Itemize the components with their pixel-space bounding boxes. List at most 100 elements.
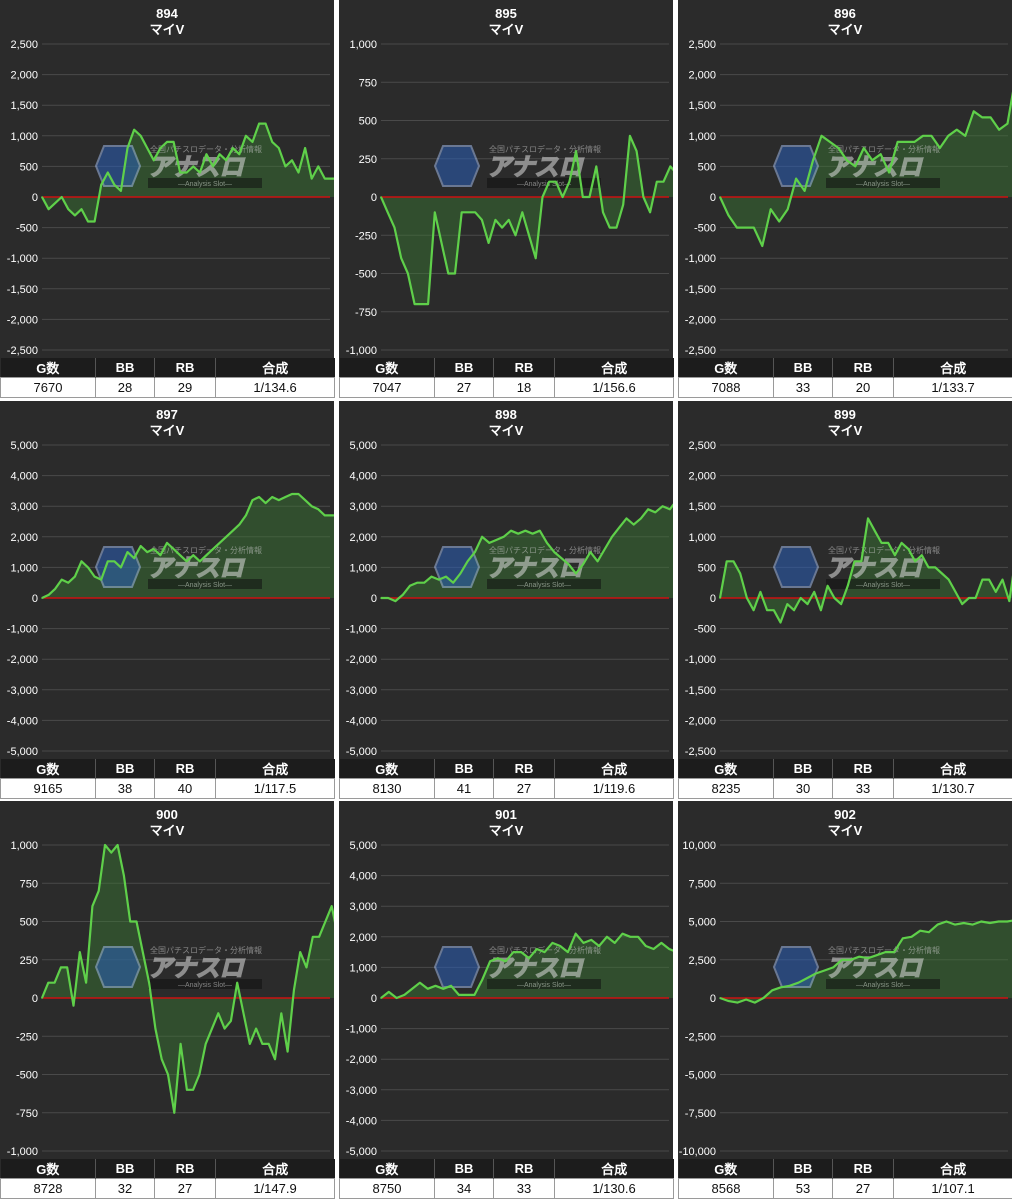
y-tick-label: 2,500 xyxy=(688,955,716,967)
data-point xyxy=(60,196,63,198)
y-tick-label: -5,000 xyxy=(7,746,38,758)
y-tick-label: -750 xyxy=(16,1108,38,1120)
data-point xyxy=(546,542,548,544)
data-point xyxy=(596,560,599,563)
data-point xyxy=(278,147,280,149)
data-point xyxy=(508,219,510,221)
data-point xyxy=(317,508,320,511)
data-point xyxy=(403,994,406,996)
model-name: マイV xyxy=(150,823,185,838)
header-games: G数 xyxy=(339,759,435,779)
header-bb: BB xyxy=(434,759,494,779)
data-point xyxy=(223,1027,226,1030)
watermark-text: アナスロ xyxy=(148,154,246,181)
data-point xyxy=(212,548,214,550)
watermark-sub-bg xyxy=(148,579,262,589)
logo-emblem-icon xyxy=(772,546,820,588)
value-combined: 1/119.6 xyxy=(554,778,674,799)
y-tick-label: 3,000 xyxy=(10,501,38,513)
y-tick-label: 1,000 xyxy=(349,39,377,51)
value-rb: 40 xyxy=(154,778,216,799)
y-tick-label: -1,000 xyxy=(7,253,38,265)
data-point xyxy=(922,135,924,137)
value-bb: 33 xyxy=(773,377,833,398)
data-point xyxy=(504,960,507,963)
data-point xyxy=(947,135,950,137)
data-point xyxy=(590,939,593,941)
header-rb: RB xyxy=(154,358,216,378)
header-combined: 合成 xyxy=(215,759,335,779)
data-point xyxy=(907,548,910,550)
data-point xyxy=(225,536,227,538)
data-point xyxy=(458,994,460,996)
y-tick-label: 500 xyxy=(20,161,38,173)
data-point xyxy=(133,128,135,131)
data-point xyxy=(218,542,221,544)
difference-line xyxy=(719,91,1012,248)
data-point xyxy=(393,226,396,229)
y-tick-label: 1,000 xyxy=(10,131,38,143)
data-point xyxy=(998,128,1000,131)
area-fill xyxy=(381,505,673,602)
machine-number: 901 xyxy=(495,807,517,822)
model-name: マイV xyxy=(150,22,185,37)
header-combined: 合成 xyxy=(215,1159,335,1179)
y-tick-label: 1,000 xyxy=(10,840,38,852)
data-point xyxy=(574,932,577,935)
data-point xyxy=(153,159,155,162)
data-point xyxy=(606,936,608,938)
data-point xyxy=(258,496,260,498)
data-point xyxy=(806,977,808,979)
data-point xyxy=(427,303,429,305)
data-point xyxy=(245,514,247,517)
data-point xyxy=(488,542,491,544)
header-games: G数 xyxy=(0,1159,96,1179)
data-point xyxy=(123,874,125,877)
y-tick-label: 5,000 xyxy=(349,840,377,852)
data-point xyxy=(669,165,672,168)
header-combined: 合成 xyxy=(215,358,335,378)
watermark-tagline: 全国パチスロデータ・分析情報 xyxy=(150,945,262,955)
data-point xyxy=(330,177,333,180)
y-tick-label: -5,000 xyxy=(346,1146,377,1158)
data-point xyxy=(217,1012,220,1015)
watermark-text: アナスロ xyxy=(148,955,246,982)
data-point xyxy=(854,165,857,168)
data-point xyxy=(104,844,106,846)
value-combined: 1/147.9 xyxy=(215,1178,335,1199)
data-point xyxy=(893,951,895,953)
data-point xyxy=(411,988,413,990)
data-point xyxy=(420,303,423,305)
data-point xyxy=(846,159,848,162)
data-point xyxy=(54,588,56,590)
data-point xyxy=(788,985,791,987)
data-point xyxy=(423,581,426,584)
logo-emblem-icon xyxy=(772,145,820,187)
header-bb: BB xyxy=(773,358,833,378)
watermark-tagline: 全国パチスロデータ・分析情報 xyxy=(489,144,601,154)
data-point xyxy=(853,560,856,563)
header-combined: 合成 xyxy=(554,759,674,779)
data-point xyxy=(232,529,234,532)
data-point xyxy=(981,116,983,119)
data-point xyxy=(212,165,214,168)
data-point xyxy=(934,566,937,569)
watermark-subtitle: —Analysis Slot— xyxy=(856,982,910,989)
data-point xyxy=(230,1020,232,1022)
value-rb: 27 xyxy=(832,1178,894,1199)
data-point xyxy=(454,272,456,275)
y-tick-label: -2,000 xyxy=(685,314,716,326)
data-point xyxy=(159,554,162,556)
data-point xyxy=(786,208,789,210)
data-point xyxy=(618,526,620,529)
logo-emblem-icon xyxy=(433,145,481,187)
y-tick-label: 4,000 xyxy=(10,471,38,483)
data-point xyxy=(736,1001,739,1004)
data-point xyxy=(304,499,306,501)
data-point xyxy=(771,989,773,992)
data-point xyxy=(795,177,797,180)
data-point xyxy=(466,560,469,563)
